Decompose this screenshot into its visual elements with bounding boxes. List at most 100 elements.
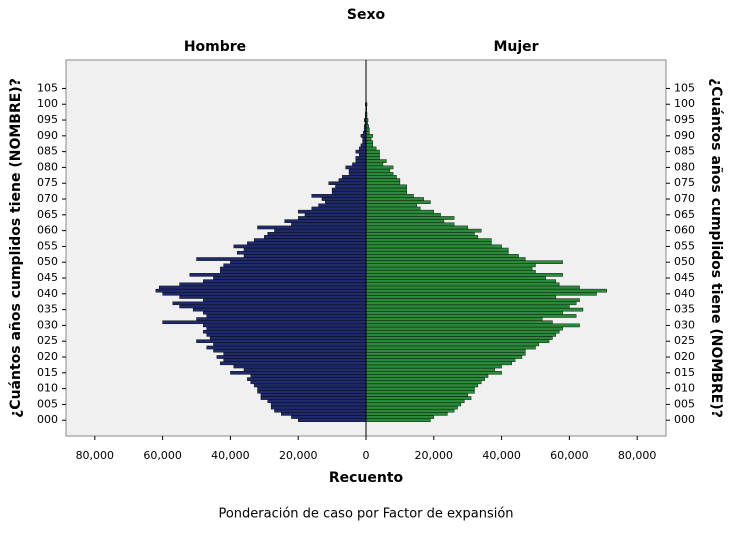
y-tick-label: 055 [674,239,695,252]
y-tick-label: 070 [674,192,695,205]
bar [366,314,576,317]
bar [203,324,366,327]
bar [271,403,366,406]
y-tick-label: 085 [674,145,695,158]
bar [366,324,580,327]
bar [366,204,417,207]
bar [207,333,366,336]
bar [156,289,366,292]
bar [366,261,563,264]
bar [366,365,502,368]
bar [244,248,366,251]
bar [366,352,525,355]
bar [237,251,366,254]
bar [224,359,366,362]
bar [220,362,366,365]
x-tick-label: 80,000 [76,449,115,462]
x-tick-label: 20,000 [279,449,318,462]
x-tick-label: 40,000 [482,449,521,462]
bar [213,343,366,346]
y-tick-label: 010 [674,382,695,395]
bar [197,340,366,343]
y-tick-label: 000 [37,413,58,426]
y-tick-label: 075 [37,176,58,189]
bar [366,333,556,336]
bar [366,150,380,153]
bar [180,295,366,298]
bar [207,314,366,317]
y-tick-label: 040 [37,287,58,300]
bar [366,220,444,223]
bar [366,409,454,412]
bar [244,368,366,371]
bar [366,245,502,248]
bar [159,286,366,289]
y-tick-label: 020 [674,350,695,363]
x-tick-label: 40,000 [211,449,250,462]
bar [366,197,424,200]
bar [281,412,366,415]
bar [366,340,549,343]
bar [366,330,559,333]
bar [366,384,478,387]
bar [220,267,366,270]
bar [359,153,366,156]
bar [298,419,366,422]
y-tick-label: 025 [674,334,695,347]
bar [305,213,366,216]
bar [361,144,366,147]
bar [220,270,366,273]
bar [366,276,546,279]
bar [366,232,474,235]
bar [366,368,495,371]
bar [366,131,369,134]
y-tick-label: 030 [674,318,695,331]
bar [312,207,366,210]
bar [258,390,366,393]
bar [268,400,366,403]
bar [366,264,535,267]
bar [325,201,366,204]
bar [291,415,366,418]
y-tick-label: 105 [37,81,58,94]
y-tick-label: 105 [674,81,695,94]
bar [366,302,576,305]
bar [312,194,366,197]
bar [342,175,366,178]
bar [366,185,407,188]
bar [366,166,393,169]
bar [363,137,366,140]
bar [213,349,366,352]
bar [197,257,366,260]
panel-title: Hombre [184,39,246,55]
y-tick-label: 060 [674,224,695,237]
bar [234,245,366,248]
bar [366,175,397,178]
bar [197,318,366,321]
bar [366,283,559,286]
y-tick-label: 020 [37,350,58,363]
y-axis-label: ¿Cuántos años cumplidos tiene (NOMBRE)? [708,78,724,418]
bar [363,141,366,144]
bar [366,406,458,409]
bar [247,242,366,245]
bar [366,336,552,339]
bar [359,147,366,150]
bar [346,166,366,169]
bar [291,223,366,226]
bar [180,283,366,286]
bar [366,280,556,283]
y-tick-label: 015 [37,366,58,379]
bar [366,251,508,254]
bar [366,415,434,418]
bar [366,390,474,393]
bar [224,352,366,355]
bar [366,267,532,270]
bar [366,188,407,191]
bar [366,207,420,210]
bar [366,299,580,302]
bar [207,346,366,349]
bar [366,273,563,276]
chart-title: Sexo [347,7,386,23]
